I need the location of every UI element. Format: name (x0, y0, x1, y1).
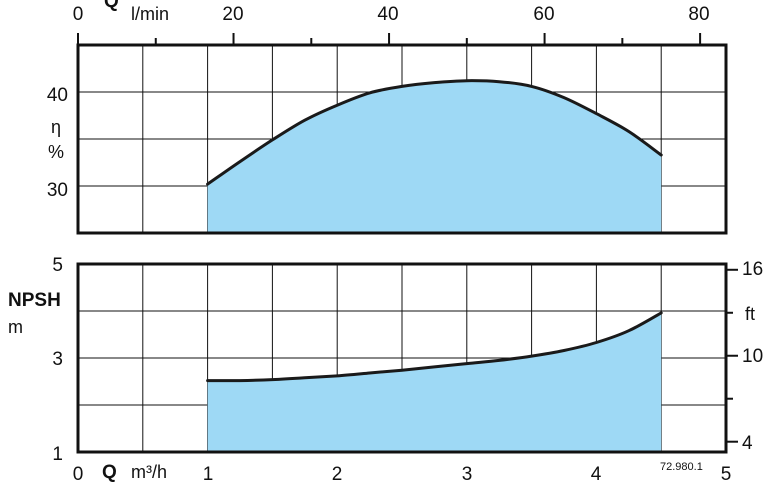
bottom-tick-label: 3 (462, 464, 473, 485)
top-axis-ticks (77, 33, 702, 45)
npsh-tick-label: 5 (52, 255, 63, 276)
efficiency-axis-unit: % (48, 142, 64, 162)
npsh-tick-label: 3 (52, 349, 63, 370)
efficiency-curve (206, 79, 663, 186)
bottom-tick-label: 1 (203, 464, 214, 485)
npsh-tick-label: 1 (52, 444, 63, 465)
efficiency-frame (76, 43, 728, 235)
top-tick-label: 80 (688, 4, 709, 25)
efficiency-axis-symbol: η (51, 117, 61, 137)
efficiency-tick-label: 30 (47, 180, 68, 201)
npsh-panel: 5 3 1 NPSH m 16 10 4 ft 0 1 2 3 4 5 Q m³… (8, 255, 763, 485)
right-axis-unit: ft (745, 304, 755, 324)
top-tick-label: 20 (222, 4, 243, 25)
top-axis-unit: l/min (131, 4, 169, 24)
npsh-axis-unit: m (8, 317, 23, 337)
bottom-tick-label: 2 (332, 464, 343, 485)
bottom-axis-symbol: Q (102, 462, 117, 483)
npsh-axis-label: NPSH (8, 290, 61, 311)
efficiency-panel: 0 20 40 60 80 Q l/min 40 30 η % (47, 0, 728, 235)
right-tick-label: 4 (742, 433, 753, 454)
bottom-tick-label: 4 (591, 464, 602, 485)
efficiency-tick-label: 40 (47, 85, 68, 106)
bottom-tick-label: 5 (721, 464, 732, 485)
figure-reference: 72.980.1 (660, 461, 703, 473)
npsh-area (207, 312, 662, 452)
top-tick-label: 40 (377, 4, 398, 25)
npsh-frame (76, 262, 728, 454)
right-tick-label: 10 (742, 346, 763, 367)
top-tick-label: 60 (533, 4, 554, 25)
npsh-curve (206, 311, 663, 383)
bottom-tick-label: 0 (73, 464, 84, 485)
right-tick-label: 16 (742, 259, 763, 280)
top-tick-label: 0 (73, 4, 84, 25)
efficiency-area (207, 80, 662, 233)
bottom-axis-unit: m³/h (131, 462, 167, 482)
top-axis-symbol: Q (104, 0, 119, 12)
right-axis-ticks (726, 268, 738, 443)
